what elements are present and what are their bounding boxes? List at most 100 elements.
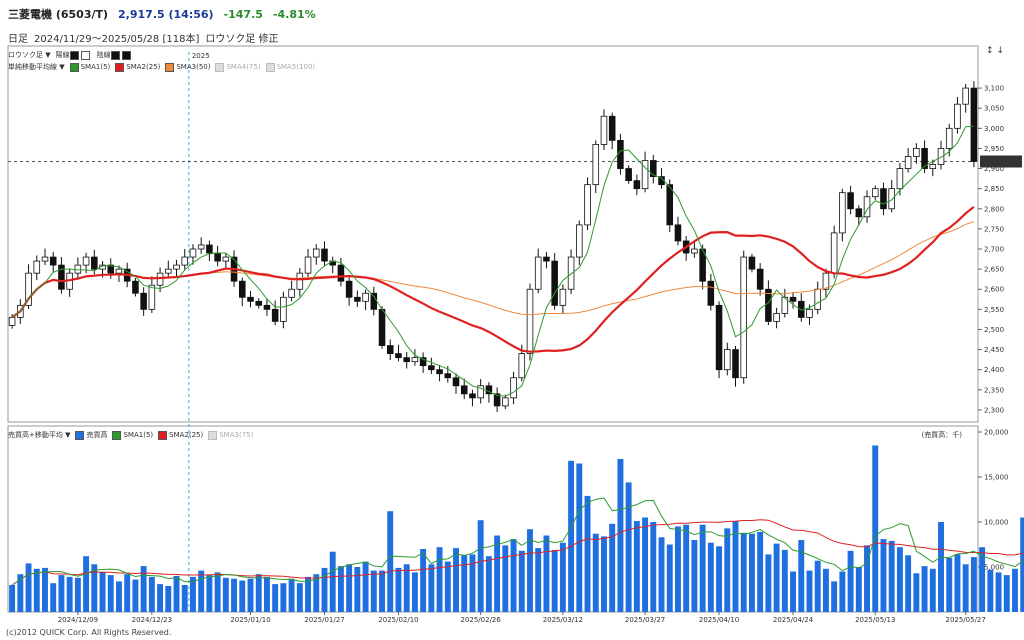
ma-item-1[interactable]: SMA2(25) [115, 62, 161, 72]
candle [477, 385, 484, 399]
candle [362, 292, 369, 302]
volume-bar [305, 576, 312, 612]
volume-bar [247, 578, 254, 612]
candle [337, 264, 345, 282]
volume-bar [790, 571, 797, 612]
volume-bar [420, 549, 427, 612]
volume-bar [198, 570, 205, 612]
candle [551, 260, 558, 306]
volume-bar [617, 459, 624, 612]
volume-bar [42, 567, 48, 612]
volume-item-1[interactable]: SMA1(5) [112, 430, 153, 440]
volume-label: 売買高+移動平均 [8, 431, 63, 439]
volume-bar [189, 576, 196, 612]
price-change: -147.5 [223, 7, 263, 21]
candle [584, 184, 591, 226]
volume-bar [206, 575, 213, 612]
volume-dropdown[interactable]: 売買高+移動平均 ▼ [8, 431, 71, 439]
candle [510, 377, 517, 399]
volume-bar [461, 555, 468, 612]
volume-bar [888, 540, 895, 612]
candle [847, 192, 854, 210]
candle [880, 188, 887, 210]
volume-bar [288, 578, 295, 612]
candle [378, 308, 386, 346]
candle [608, 115, 616, 141]
volume-bar [855, 567, 862, 612]
candle [625, 168, 632, 182]
candle [107, 264, 115, 274]
volume-bar [806, 570, 813, 612]
candle [181, 256, 189, 266]
ma-item-0[interactable]: SMA1(5) [69, 62, 111, 72]
ma-dropdown[interactable]: 単純移動平均線 ▼ [8, 63, 65, 71]
candle [781, 296, 789, 314]
volume-bar [740, 532, 747, 612]
fall-color-toggle[interactable]: 陰線 [97, 50, 133, 60]
candle [962, 87, 969, 105]
volume-bar [839, 571, 846, 612]
volume-bar [494, 535, 501, 612]
volume-bar [395, 567, 402, 612]
volume-bar [116, 581, 122, 612]
last-price-tag [980, 155, 1022, 168]
axis-toggle-icon[interactable]: ↕ ↓ [986, 46, 1004, 56]
volume-bar [214, 572, 221, 612]
volume-item-0[interactable]: 売買高 [75, 430, 107, 440]
candle [748, 256, 756, 270]
candle [789, 296, 797, 302]
candle [600, 115, 608, 145]
volume-item-2[interactable]: SMA2(25) [158, 430, 203, 440]
candle [33, 260, 41, 274]
volume-bar [584, 495, 591, 612]
volume-swatch-icon [112, 430, 122, 440]
candle [386, 345, 394, 355]
date-tick-label: 2025/05/13 [855, 616, 895, 624]
candle [666, 184, 674, 226]
date-tick-label: 2025/04/24 [773, 616, 814, 624]
ma-item-label: SMA3(50) [176, 63, 211, 71]
candle [913, 148, 920, 157]
rise-color-toggle[interactable]: 陽線 [56, 50, 92, 60]
date-tick-label: 2025/03/27 [625, 616, 665, 624]
candle [82, 256, 90, 266]
ma-swatch-icon [115, 62, 125, 72]
candle [469, 393, 476, 399]
volume-bar [337, 566, 344, 612]
ma-item-3[interactable]: SMA4(75) [215, 62, 261, 72]
volume-item-3[interactable]: SMA3(75) [208, 430, 254, 440]
ma-item-4[interactable]: SMA5(100) [265, 62, 315, 72]
volume-bar [485, 556, 492, 612]
ma-item-2[interactable]: SMA3(50) [165, 62, 211, 72]
candle [592, 144, 600, 186]
volume-bar [124, 574, 131, 612]
volume-swatch-icon [158, 430, 168, 440]
volume-bar [979, 547, 986, 612]
volume-bar [913, 573, 920, 612]
volume-bar [872, 445, 879, 612]
volume-bar [609, 523, 616, 612]
candle [724, 349, 731, 371]
volume-bar [551, 549, 558, 612]
volume-bar [765, 554, 772, 612]
period-label[interactable]: 日足 [8, 34, 28, 45]
volume-bar [732, 521, 739, 612]
volume-item-label: SMA3(75) [219, 431, 254, 439]
volume-bar [559, 542, 566, 612]
ma-item-label: SMA1(5) [80, 63, 111, 71]
candle-type-dropdown[interactable]: ロウソク足 ▼ [8, 51, 51, 59]
volume-bar [272, 584, 279, 612]
candle [518, 353, 526, 379]
candle [526, 288, 534, 355]
candle [839, 192, 846, 234]
ma-swatch-icon [215, 62, 225, 72]
volume-bar [50, 583, 57, 612]
volume-bar [469, 554, 476, 612]
candle [674, 224, 682, 242]
candle [132, 280, 139, 294]
volume-bar [255, 574, 262, 612]
ma-item-label: SMA2(25) [126, 63, 161, 71]
mode-label[interactable]: ロウソク足 修正 [205, 34, 279, 45]
price-tick-label: 3,100 [984, 85, 1004, 93]
candle [197, 244, 205, 250]
